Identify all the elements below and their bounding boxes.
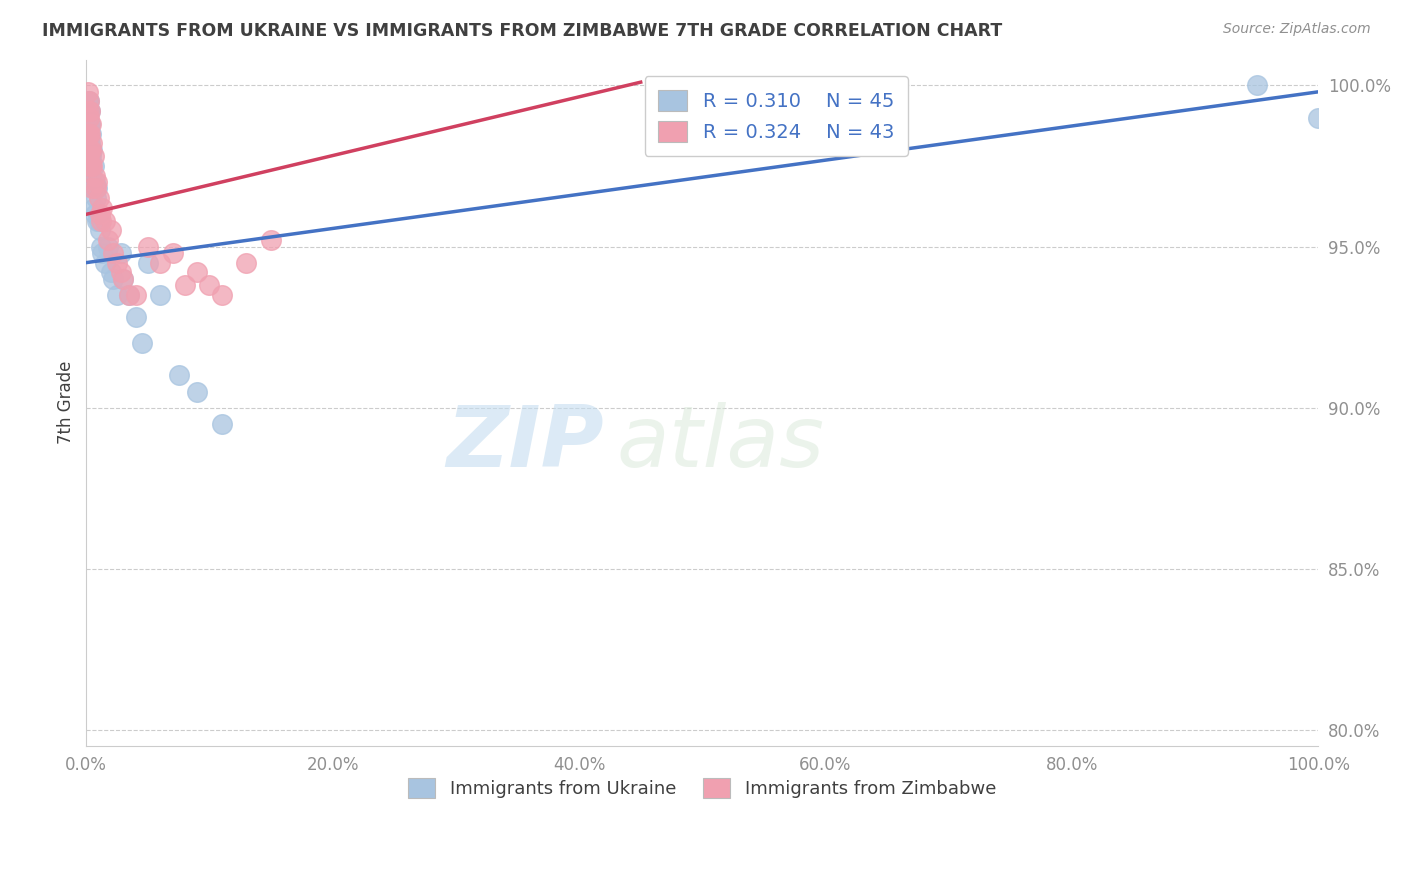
- Text: atlas: atlas: [616, 402, 824, 485]
- Point: [84, 175, 107, 189]
- Point: [91, 201, 114, 215]
- Point: [118, 288, 141, 302]
- Point: [136, 255, 159, 269]
- Point: [167, 368, 190, 383]
- Legend: Immigrants from Ukraine, Immigrants from Zimbabwe: Immigrants from Ukraine, Immigrants from…: [401, 772, 1004, 805]
- Point: [80, 127, 103, 141]
- Point: [83, 201, 105, 215]
- Point: [198, 278, 221, 293]
- Point: [97, 239, 120, 253]
- Point: [1308, 111, 1330, 125]
- Point: [110, 246, 132, 260]
- Point: [112, 271, 135, 285]
- Point: [89, 223, 111, 237]
- Point: [105, 255, 128, 269]
- Point: [84, 181, 107, 195]
- Point: [149, 255, 172, 269]
- Point: [77, 104, 100, 119]
- Point: [90, 213, 112, 227]
- Point: [235, 255, 257, 269]
- Point: [80, 149, 103, 163]
- Point: [173, 278, 195, 293]
- Point: [84, 169, 107, 183]
- Point: [84, 207, 107, 221]
- Point: [83, 181, 105, 195]
- Point: [79, 159, 101, 173]
- Point: [211, 288, 233, 302]
- Point: [131, 336, 153, 351]
- Point: [149, 288, 172, 302]
- Point: [79, 127, 101, 141]
- Point: [79, 143, 101, 157]
- Point: [77, 95, 100, 109]
- Point: [79, 104, 101, 119]
- Point: [79, 149, 101, 163]
- Point: [186, 384, 208, 399]
- Point: [76, 95, 98, 109]
- Y-axis label: 7th Grade: 7th Grade: [58, 361, 75, 444]
- Point: [82, 181, 104, 195]
- Point: [124, 310, 146, 325]
- Point: [97, 233, 120, 247]
- Point: [186, 265, 208, 279]
- Point: [112, 271, 135, 285]
- Point: [103, 271, 125, 285]
- Point: [105, 288, 128, 302]
- Point: [94, 213, 117, 227]
- Point: [80, 169, 103, 183]
- Point: [82, 159, 104, 173]
- Point: [76, 85, 98, 99]
- Point: [77, 149, 100, 163]
- Point: [91, 246, 114, 260]
- Point: [260, 233, 283, 247]
- Point: [1246, 78, 1268, 93]
- Point: [86, 175, 108, 189]
- Text: ZIP: ZIP: [446, 402, 603, 485]
- Point: [76, 127, 98, 141]
- Text: Source: ZipAtlas.com: Source: ZipAtlas.com: [1223, 22, 1371, 37]
- Point: [211, 417, 233, 431]
- Point: [90, 239, 112, 253]
- Point: [86, 213, 108, 227]
- Point: [77, 117, 100, 131]
- Point: [82, 136, 104, 151]
- Point: [110, 265, 132, 279]
- Point: [83, 159, 105, 173]
- Point: [80, 159, 103, 173]
- Point: [87, 191, 110, 205]
- Point: [103, 246, 125, 260]
- Point: [83, 149, 105, 163]
- Point: [80, 143, 103, 157]
- Point: [77, 111, 100, 125]
- Point: [89, 207, 111, 221]
- Point: [80, 117, 103, 131]
- Point: [136, 239, 159, 253]
- Point: [77, 127, 100, 141]
- Point: [100, 223, 122, 237]
- Point: [77, 95, 100, 109]
- Text: IMMIGRANTS FROM UKRAINE VS IMMIGRANTS FROM ZIMBABWE 7TH GRADE CORRELATION CHART: IMMIGRANTS FROM UKRAINE VS IMMIGRANTS FR…: [42, 22, 1002, 40]
- Point: [94, 255, 117, 269]
- Point: [162, 246, 184, 260]
- Point: [87, 213, 110, 227]
- Point: [77, 136, 100, 151]
- Point: [100, 265, 122, 279]
- Point: [118, 288, 141, 302]
- Point: [79, 136, 101, 151]
- Point: [79, 104, 101, 119]
- Point: [79, 117, 101, 131]
- Point: [84, 191, 107, 205]
- Point: [76, 127, 98, 141]
- Point: [82, 175, 104, 189]
- Point: [82, 143, 104, 157]
- Point: [76, 111, 98, 125]
- Point: [86, 181, 108, 195]
- Point: [76, 104, 98, 119]
- Point: [124, 288, 146, 302]
